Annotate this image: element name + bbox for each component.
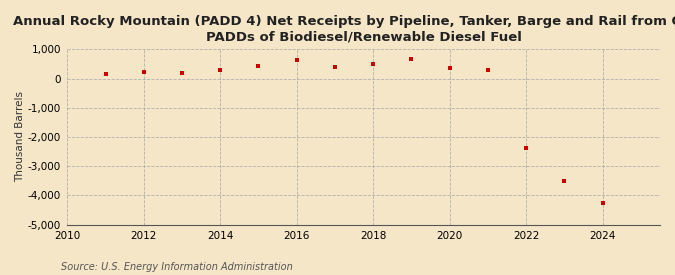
Point <box>177 71 188 76</box>
Point <box>559 179 570 183</box>
Point <box>368 62 379 67</box>
Point <box>253 64 264 68</box>
Text: Source: U.S. Energy Information Administration: Source: U.S. Energy Information Administ… <box>61 262 292 272</box>
Point <box>215 68 225 72</box>
Point <box>100 72 111 76</box>
Point <box>138 70 149 75</box>
Point <box>406 57 417 62</box>
Point <box>520 146 531 150</box>
Point <box>597 201 608 206</box>
Title: Annual Rocky Mountain (PADD 4) Net Receipts by Pipeline, Tanker, Barge and Rail : Annual Rocky Mountain (PADD 4) Net Recei… <box>13 15 675 44</box>
Point <box>444 66 455 70</box>
Y-axis label: Thousand Barrels: Thousand Barrels <box>15 91 25 182</box>
Point <box>329 65 340 69</box>
Point <box>483 67 493 72</box>
Point <box>292 58 302 62</box>
